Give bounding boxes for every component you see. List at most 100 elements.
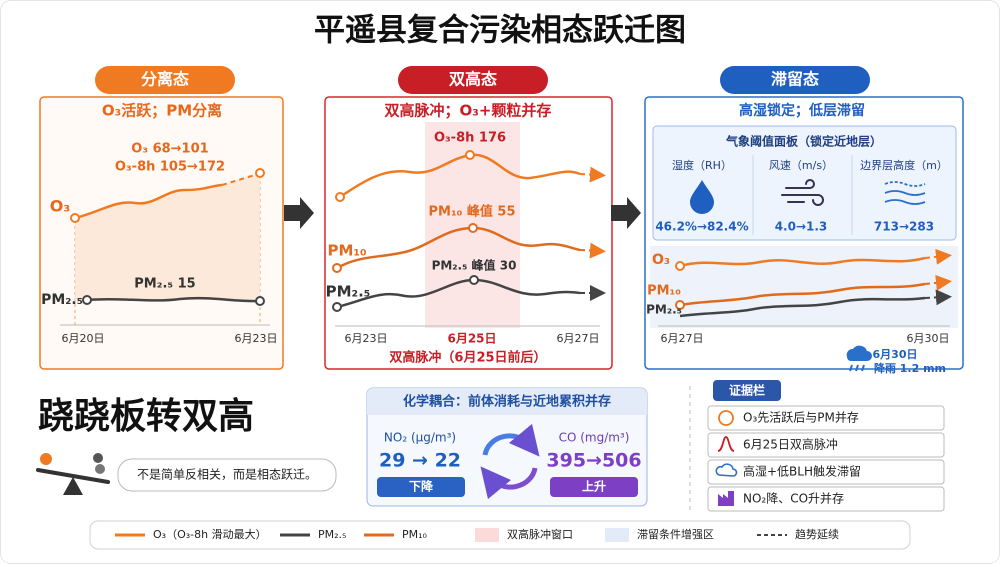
o3-curve	[74, 183, 223, 220]
legend-label: PM₂.₅	[318, 528, 346, 541]
rain-amount: 降雨 1.2 mm	[874, 361, 946, 375]
pm25-curve	[86, 296, 261, 303]
pm10-trend	[579, 242, 606, 259]
panel-header: 分离态	[141, 70, 189, 89]
panel-header-pill	[720, 66, 870, 94]
metric-value: 46.2%→82.4%	[655, 220, 748, 234]
seesaw-icon	[36, 453, 110, 495]
evidence-icon	[717, 436, 735, 452]
evidence-item-box	[707, 405, 945, 431]
point	[70, 213, 80, 223]
transition-arrow	[284, 197, 314, 229]
cycle-icon	[480, 423, 540, 500]
series-label: O₃	[652, 252, 670, 268]
series-label: PM₂.₅	[326, 283, 371, 301]
point	[332, 302, 342, 312]
date-label: 6月23日	[235, 332, 278, 345]
evidence-icon	[718, 491, 734, 506]
pm25-trend	[924, 289, 952, 306]
annotation: PM₂.₅ 峰值 30	[432, 258, 517, 273]
point	[675, 261, 685, 271]
panel-subtitle: 双高脉冲；O₃+颗粒并存	[385, 102, 552, 120]
point	[335, 192, 345, 202]
legend-box	[89, 520, 911, 550]
date-label: 6月27日	[557, 332, 600, 345]
title: 平遥县复合污染相态跃迁图	[314, 13, 686, 49]
legend-swatch	[475, 528, 499, 542]
series-label: O₃	[50, 197, 71, 216]
headline: 跷跷板转双高	[38, 396, 254, 437]
chemistry-header	[367, 388, 647, 415]
chem-value: 29 → 22	[379, 450, 461, 472]
chem-label: CO (mg/m³)	[559, 431, 630, 445]
evidence-item: 6月25日双高脉冲	[743, 437, 838, 452]
annotation: O₃-8h 176	[434, 131, 506, 146]
legend-label: 滞留条件增强区	[637, 527, 714, 541]
date-label: 6月25日	[447, 332, 496, 346]
panel-header-pill	[398, 66, 548, 94]
evidence-item: NO₂降、CO升并存	[743, 492, 844, 506]
chem-value: 395→506	[546, 450, 641, 472]
o3-area	[75, 173, 260, 300]
rain-icon	[846, 345, 872, 372]
weather-panel-title: 气象阈值面板（锁定近地层）	[725, 134, 882, 149]
annotation: PM₂.₅ 15	[134, 277, 195, 292]
point	[255, 296, 265, 306]
panel-header: 双高态	[449, 70, 497, 89]
bubble-text: 不是简单反相关，而是相态跃迁。	[137, 468, 317, 482]
rain-date: 6月30日	[873, 348, 918, 361]
panel-subtitle: 高湿锁定；低层滞留	[739, 102, 865, 119]
series-label: PM₁₀	[647, 284, 681, 299]
evidence-item-box	[707, 459, 945, 485]
chem-label: NO₂ (μg/m³)	[384, 431, 456, 445]
legend-swatch	[605, 528, 629, 542]
point	[468, 223, 478, 233]
metric-label: 湿度（RH）	[672, 158, 732, 172]
point	[332, 263, 342, 273]
evidence-item: O₃先活跃后与PM并存	[743, 411, 859, 425]
o3-trend	[221, 173, 259, 186]
legend-label: 双高脉冲窗口	[507, 527, 573, 541]
point	[82, 295, 92, 305]
speech-bubble	[117, 458, 337, 492]
chemistry-title: 化学耦合：前体消耗与近地累积并存	[403, 394, 611, 410]
metric-value: 713→283	[874, 220, 934, 234]
series-label: PM₂.₅	[41, 292, 83, 308]
evidence-pill	[713, 380, 781, 401]
metric-label: 风速（m/s）	[769, 159, 833, 172]
evidence-icon	[715, 463, 738, 477]
legend-label: 趋势延续	[795, 527, 839, 541]
metric-value: 4.0→1.3	[775, 220, 828, 234]
evidence-title: 证据栏	[729, 383, 765, 398]
date-label: 6月20日	[62, 332, 105, 345]
point	[465, 150, 475, 160]
chem-trend: 上升	[582, 479, 606, 494]
o3-trend	[579, 166, 606, 183]
panel-subtitle: O₃活跃；PM分离	[102, 102, 222, 120]
point	[675, 300, 685, 310]
metric-label: 边界层高度（m）	[860, 158, 948, 172]
point	[255, 168, 265, 178]
pm10-curve	[679, 282, 926, 307]
point	[469, 275, 479, 285]
annotation: O₃ 68→101	[131, 142, 208, 157]
weather-panel	[652, 125, 957, 241]
date-label: 6月23日	[345, 332, 388, 345]
date-label: 6月27日	[661, 332, 704, 345]
pm25-curve	[679, 296, 926, 318]
panel-footer: 双高脉冲（6月25日前后）	[389, 350, 546, 366]
evidence-item-box	[707, 486, 945, 512]
blh-icon	[884, 181, 926, 205]
wind-icon	[781, 179, 824, 206]
legend-label: O₃（O₃-8h 滑动最大）	[153, 527, 267, 541]
series-label: PM₂.₅	[646, 303, 682, 317]
annotation: PM₁₀ 峰值 55	[429, 204, 516, 220]
annotation: O₃-8h 105→172	[115, 160, 225, 175]
pm10-trend	[924, 274, 952, 291]
humidity-icon	[690, 180, 714, 214]
o3-curve	[679, 256, 926, 268]
panel-header: 滞留态	[771, 70, 819, 89]
date-label: 6月30日	[907, 332, 950, 345]
